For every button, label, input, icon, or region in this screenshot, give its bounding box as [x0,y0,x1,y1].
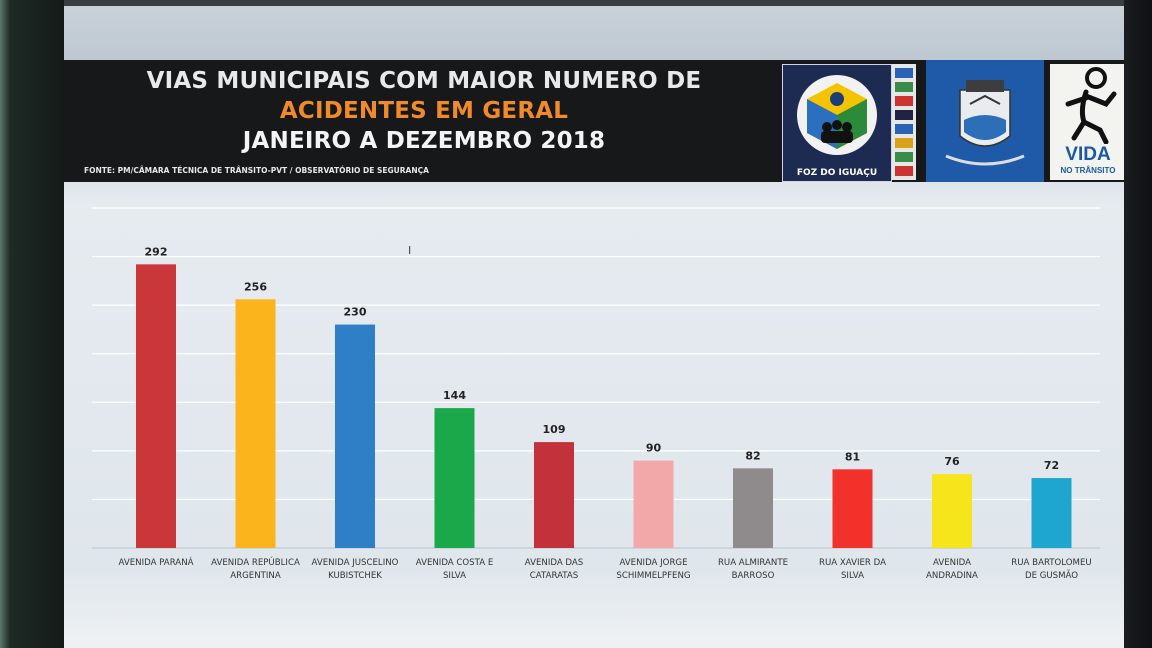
category-label: AVENIDA REPÚBLICA [211,556,300,568]
bar [932,474,972,548]
bar [335,324,375,548]
text-cursor-icon: I [408,244,412,257]
title-line-3: JANEIRO A DEZEMBRO 2018 [242,128,606,154]
category-label: AVENIDA [933,558,971,568]
bar-chart: 292 AVENIDA PARANÁ 256 AVENIDA REPÚBLICA ARG… [92,207,1100,581]
bar [534,442,574,548]
gabinete-logo: FOZ DO IGUAÇU [782,64,892,182]
monitor-bezel-top [64,0,1124,6]
bar [1031,478,1072,548]
category-label: SILVA [841,571,864,581]
vida-label: VIDA [1065,144,1111,165]
bar [832,469,873,548]
category-label: BARROSO [732,571,775,581]
agency-emblems-strip [892,64,916,180]
category-label: SILVA [443,571,466,581]
category-label: AVENIDA DAS [525,558,583,568]
bar [733,468,773,548]
data-label: 256 [244,280,267,293]
data-label: 76 [944,455,960,468]
data-label: 144 [443,389,466,402]
bar [434,408,475,548]
category-label: SCHIMMELPFENG [616,571,690,581]
agency-badges-icon [895,68,913,176]
walking-figure-icon [1065,67,1117,145]
vida-no-transito-logo: VIDA NO TRÂNSITO [1050,64,1124,180]
gabinete-emblem-icon [797,75,877,155]
title-line-2: ACIDENTES EM GERAL [279,98,569,124]
category-label: ANDRADINA [926,571,978,581]
coat-of-arms-icon [926,60,1044,182]
city-coat-of-arms [926,60,1044,182]
gabinete-city-label: FOZ DO IGUAÇU [796,168,878,178]
bar [633,460,674,548]
category-label: RUA BARTOLOMEU [1011,558,1091,568]
data-label: 72 [1044,459,1059,472]
data-label: 109 [543,423,566,436]
category-label: RUA XAVIER DA [819,558,886,568]
source-note: FONTE: PM/CÂMARA TÉCNICA DE TRÂNSITO-PVT… [84,166,429,175]
data-label: 82 [745,449,760,462]
category-label: AVENIDA JUSCELINO [312,558,399,568]
data-label: 90 [646,442,662,455]
category-label: DE GUSMÃO [1025,570,1078,581]
monitor-bezel-left [0,0,64,648]
vida-sub-label: NO TRÂNSITO [1060,166,1116,175]
category-label: AVENIDA COSTA E [416,558,494,568]
category-label: KUBISTCHEK [328,571,382,581]
title-banner: VIAS MUNICIPAIS COM MAIOR NUMERO DE ACID… [64,60,1124,182]
presentation-slide: VIAS MUNICIPAIS COM MAIOR NUMERO DE ACID… [64,6,1124,648]
category-label: RUA ALMIRANTE [718,558,788,568]
bar [136,264,176,548]
title-line-1: VIAS MUNICIPAIS COM MAIOR NUMERO DE [146,68,702,94]
category-label: AVENIDA JORGE [619,558,687,568]
bar [235,299,276,548]
monitor-bezel-right [1124,0,1152,648]
category-label: AVENIDA PARANÁ [119,556,194,568]
data-label: 292 [145,245,168,258]
category-label: CATARATAS [530,571,578,581]
category-label: ARGENTINA [230,571,281,581]
data-label: 81 [845,450,860,463]
data-label: 230 [344,306,367,319]
